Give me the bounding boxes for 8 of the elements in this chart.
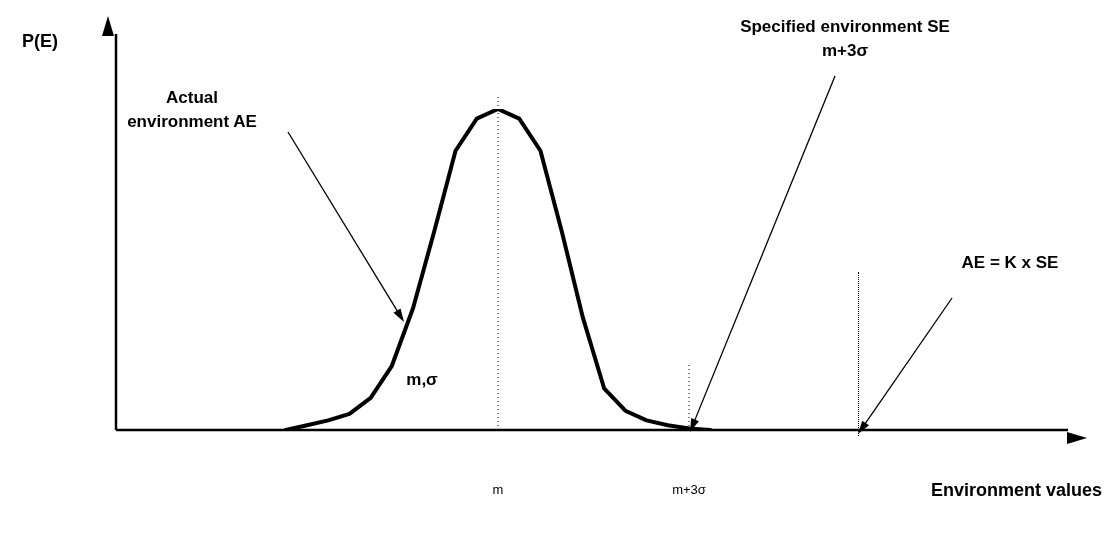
x-tick-label: m <box>492 481 504 497</box>
y-axis-title: P(E) <box>22 30 59 51</box>
x-tick-label: m+3σ <box>672 481 706 497</box>
annotation: m,σ <box>406 369 439 389</box>
annotation: AE = K x SE <box>961 252 1059 272</box>
x-axis-title: Environment values <box>930 479 1102 500</box>
text: Specified environment SE m+3σ <box>740 16 950 60</box>
annotation: Actual environment AE <box>127 87 257 131</box>
